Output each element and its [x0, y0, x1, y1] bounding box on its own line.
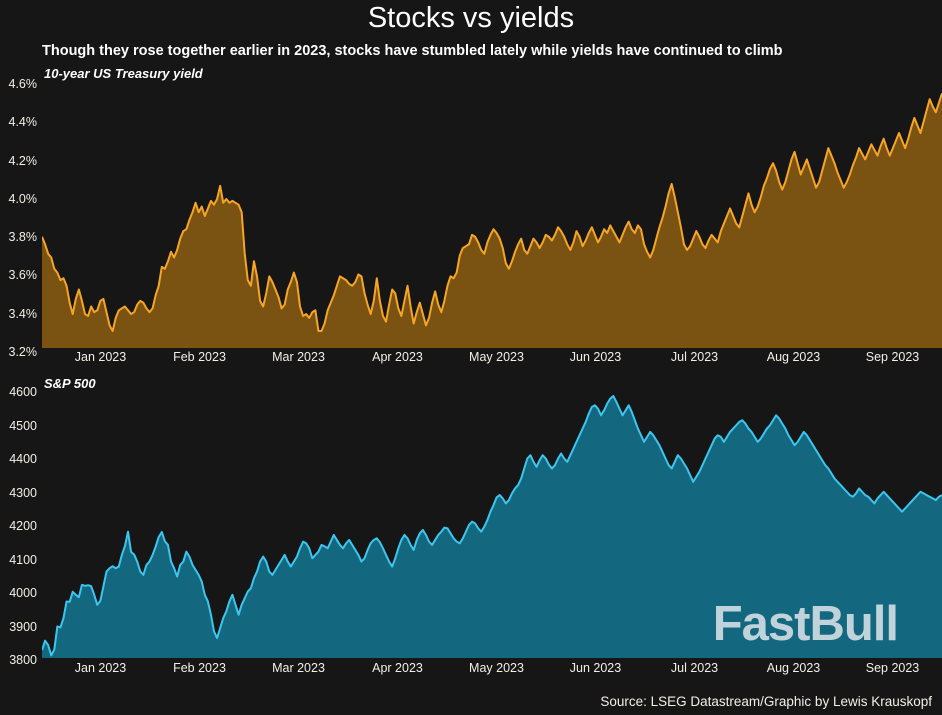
y-axis-tick-label: 3.6% [8, 268, 38, 283]
y-axis-tick-label: 3800 [9, 653, 37, 667]
spx-y-axis: 3800 3900 4000 4100 4200 4300 4400 4500 4600 [0, 385, 40, 667]
page-subtitle: Though they rose together earlier in 202… [42, 43, 783, 59]
x-axis-tick-label: Jan 2023 [74, 350, 127, 364]
x-axis-tick-label: Aug 2023 [766, 350, 821, 364]
y-axis-tick-label: 4.2% [8, 153, 38, 168]
yield-chart-panel: 3.2% 3.4% 3.6% 3.8% 4.0% 4.2% 4.4% 4.6% [0, 77, 942, 359]
y-axis-tick-label: 4.0% [8, 191, 38, 206]
series-line [42, 93, 942, 331]
area-fill [42, 395, 942, 658]
y-axis-tick-label: 3900 [9, 619, 37, 634]
x-axis-tick-label: Sep 2023 [865, 350, 920, 364]
y-axis-tick-label: 4.6% [8, 77, 38, 91]
x-axis-tick-label: May 2023 [469, 350, 524, 364]
y-axis-tick-label: 3.2% [8, 345, 38, 359]
x-axis-tick-label: Jan 2023 [74, 661, 127, 675]
page-title: Stocks vs yields [367, 2, 575, 34]
x-axis-tick-label: Sep 2023 [865, 661, 920, 675]
spx-panel-label: S&P 500 [44, 376, 96, 391]
spx-area-series [42, 392, 942, 658]
spx-plot-area [42, 392, 942, 658]
y-axis-tick-label: 3.4% [8, 306, 38, 321]
x-axis-tick-label: Jun 2023 [569, 350, 622, 364]
y-axis-tick-label: 4000 [9, 586, 37, 600]
x-axis-tick-label: Jun 2023 [569, 661, 622, 675]
area-fill [42, 93, 942, 348]
x-axis-tick-label: Feb 2023 [173, 661, 226, 675]
spx-chart-panel: 3800 3900 4000 4100 4200 4300 4400 4500 4600 [0, 385, 942, 667]
x-axis-tick-label: Apr 2023 [372, 350, 423, 364]
y-axis-tick-label: 4300 [9, 485, 37, 500]
series-line [42, 396, 942, 655]
x-axis-tick-label: Mar 2023 [272, 350, 325, 364]
y-axis-tick-label: 4500 [9, 418, 37, 433]
yield-x-axis: Jan 2023 Feb 2023 Mar 2023 Apr 2023 May 2023… [42, 350, 942, 370]
y-axis-tick-label: 4600 [9, 385, 37, 399]
source-credit: Source: LSEG Datastream/Graphic by Lewis… [600, 694, 932, 709]
x-axis-tick-label: Feb 2023 [173, 350, 226, 364]
x-axis-tick-label: May 2023 [469, 661, 524, 675]
y-axis-tick-label: 3.8% [8, 230, 38, 245]
x-axis-tick-label: Mar 2023 [272, 661, 325, 675]
yield-y-axis: 3.2% 3.4% 3.6% 3.8% 4.0% 4.2% 4.4% 4.6% [0, 77, 40, 359]
yield-plot-area [42, 84, 942, 348]
spx-x-axis: Jan 2023 Feb 2023 Mar 2023 Apr 2023 May 2023… [42, 661, 942, 681]
yield-area-series [42, 84, 942, 348]
x-axis-tick-label: Jul 2023 [670, 661, 719, 675]
y-axis-tick-label: 4400 [9, 452, 37, 466]
x-axis-tick-label: Aug 2023 [766, 661, 821, 675]
x-axis-tick-label: Jul 2023 [670, 350, 719, 364]
x-axis-tick-label: Apr 2023 [372, 661, 423, 675]
y-axis-tick-label: 4100 [9, 552, 37, 567]
y-axis-tick-label: 4.4% [8, 115, 38, 130]
y-axis-tick-label: 4200 [9, 519, 37, 533]
yield-panel-label: 10-year US Treasury yield [44, 66, 203, 81]
